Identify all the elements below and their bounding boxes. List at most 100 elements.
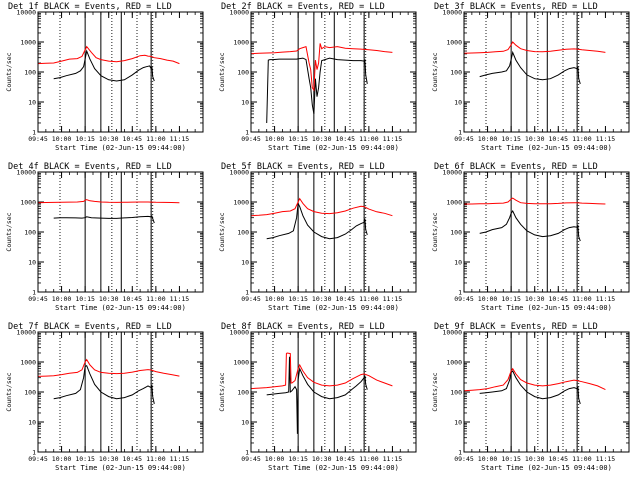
plot-frame [463,171,630,293]
y-tick-label: 10 [241,259,249,267]
series-events-line [479,370,581,405]
x-tick-label: 10:45 [548,295,568,303]
x-tick-label: 11:15 [596,455,616,463]
x-axis-label: Start Time (02-Jun-15 09:44:00) [268,304,399,312]
y-axis-label: Counts/sec [5,212,13,251]
y-tick-label: 1 [245,449,249,457]
x-axis-label: Start Time (02-Jun-15 09:44:00) [55,304,186,312]
y-tick-label: 10 [454,259,462,267]
x-axis-label: Start Time (02-Jun-15 09:44:00) [481,464,612,472]
panel-det-4: Det 4f BLACK = Events, RED = LLD 09:45 10:… [5,162,204,312]
y-tick-label: 1 [32,449,36,457]
x-tick-label: 11:00 [359,295,379,303]
panel-det-2: Det 2f BLACK = Events, RED = LLD 09:45 10:… [218,2,417,152]
y-tick-label: 10000 [442,9,462,17]
y-axis-label: Counts/sec [5,372,13,411]
y-tick-label: 10 [28,259,36,267]
x-tick-label: 10:45 [335,455,355,463]
series-lld-line [251,43,393,92]
x-tick-label: 10:00 [52,135,72,143]
x-tick-label: 10:30 [312,135,332,143]
panel-title: Det 4f BLACK = Events, RED = LLD [8,162,172,172]
panel-title: Det 1f BLACK = Events, RED = LLD [8,2,172,12]
y-tick-label: 1 [458,289,462,297]
x-tick-label: 11:15 [383,135,403,143]
y-axis-label: Counts/sec [431,52,439,91]
x-tick-label: 10:15 [288,135,308,143]
y-tick-label: 10 [454,419,462,427]
y-tick-label: 1000 [446,199,462,207]
y-tick-label: 1 [458,129,462,137]
panel-det-9: Det 9f BLACK = Events, RED = LLD 09:45 10:… [431,322,630,472]
x-tick-label: 10:15 [501,295,521,303]
y-tick-label: 100 [450,229,462,237]
y-tick-label: 10000 [442,329,462,337]
y-tick-label: 10 [28,99,36,107]
x-tick-label: 10:00 [265,455,285,463]
series-events-line [266,356,368,434]
y-tick-label: 1000 [446,359,462,367]
y-tick-label: 1000 [20,359,36,367]
series-lld-line [251,197,393,217]
series-events-line [53,215,155,224]
y-axis-label: Counts/sec [431,372,439,411]
panel-title: Det 9f BLACK = Events, RED = LLD [434,322,598,332]
y-tick-label: 10000 [229,9,249,17]
x-tick-label: 11:15 [170,455,190,463]
y-tick-label: 1 [32,129,36,137]
x-tick-label: 10:45 [122,455,142,463]
x-tick-label: 11:00 [572,295,592,303]
y-tick-label: 1000 [233,359,249,367]
y-tick-label: 100 [237,69,249,77]
x-tick-label: 11:00 [572,455,592,463]
y-axis-label: Counts/sec [5,52,13,91]
x-tick-label: 11:00 [359,455,379,463]
plot-frame [37,11,204,133]
x-tick-label: 10:00 [478,455,498,463]
x-tick-label: 10:30 [525,295,545,303]
x-tick-label: 11:00 [359,135,379,143]
series-lld-line [464,197,606,205]
series-events-line [266,57,368,124]
x-tick-label: 10:15 [288,455,308,463]
x-tick-label: 10:15 [501,135,521,143]
x-tick-label: 11:15 [596,295,616,303]
x-axis-label: Start Time (02-Jun-15 09:44:00) [55,144,186,152]
y-tick-label: 10 [241,99,249,107]
x-tick-label: 10:45 [548,135,568,143]
y-tick-label: 10000 [229,329,249,337]
x-tick-label: 11:15 [383,295,403,303]
y-axis-label: Counts/sec [218,212,226,251]
plot-frame [463,331,630,453]
x-tick-label: 10:00 [52,295,72,303]
x-tick-label: 11:15 [596,135,616,143]
x-tick-label: 11:15 [383,455,403,463]
x-tick-label: 10:15 [501,455,521,463]
x-tick-label: 10:45 [335,295,355,303]
y-tick-label: 100 [24,389,36,397]
panel-title: Det 6f BLACK = Events, RED = LLD [434,162,598,172]
series-events-line [266,201,368,240]
y-tick-label: 1000 [20,199,36,207]
x-tick-label: 11:15 [170,295,190,303]
y-tick-label: 10 [241,419,249,427]
series-lld-line [38,199,180,204]
y-tick-label: 100 [450,69,462,77]
x-tick-label: 09:45 [241,295,261,303]
x-tick-label: 10:45 [548,455,568,463]
x-tick-label: 10:00 [265,135,285,143]
y-tick-label: 1 [245,129,249,137]
y-tick-label: 10000 [16,9,36,17]
y-tick-label: 10000 [16,169,36,177]
plot-frame [250,331,417,453]
x-axis-label: Start Time (02-Jun-15 09:44:00) [55,464,186,472]
y-axis-label: Counts/sec [218,372,226,411]
y-tick-label: 1 [245,289,249,297]
x-tick-label: 10:30 [312,455,332,463]
panel-det-6: Det 6f BLACK = Events, RED = LLD 09:45 10:… [431,162,630,312]
x-tick-label: 10:30 [99,295,119,303]
x-tick-label: 10:15 [75,135,95,143]
x-tick-label: 10:00 [478,135,498,143]
x-tick-label: 09:45 [454,135,474,143]
